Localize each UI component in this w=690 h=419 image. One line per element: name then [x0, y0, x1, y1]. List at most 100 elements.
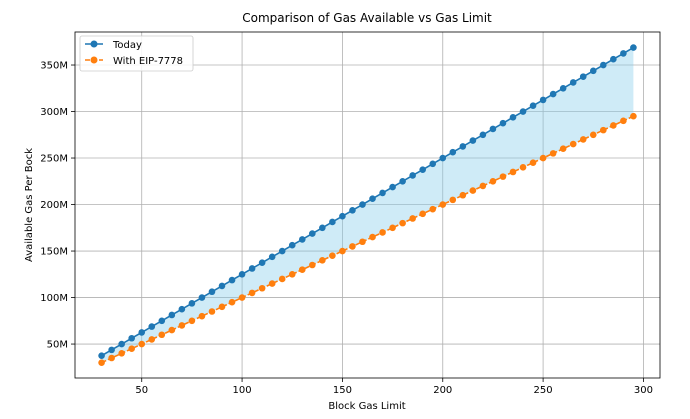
data-point-eip-7778	[529, 159, 537, 166]
data-point-eip-7778	[178, 322, 186, 329]
x-tick-label: 200	[433, 385, 452, 396]
data-point-today	[379, 189, 386, 197]
legend-today-label: Today	[112, 40, 142, 51]
data-point-eip-7778	[158, 331, 166, 339]
data-point-eip-7778	[369, 233, 376, 241]
y-axis-label: Available Gas Per Bock	[24, 148, 35, 262]
data-point-eip-7778	[228, 298, 236, 306]
y-tick-label: 50M	[47, 340, 68, 351]
data-point-today	[429, 160, 437, 168]
data-point-today	[389, 183, 396, 191]
data-point-eip-7778	[319, 257, 326, 264]
data-point-eip-7778	[459, 191, 467, 199]
legend: Today With EIP-7778	[79, 35, 194, 72]
data-point-eip-7778	[569, 140, 577, 148]
data-point-today	[108, 346, 115, 354]
fill-between-polygon	[101, 47, 634, 363]
data-point-today	[298, 236, 306, 243]
data-point-eip-7778	[208, 308, 216, 315]
data-point-eip-7778	[519, 164, 527, 171]
data-point-eip-7778	[339, 247, 346, 255]
data-point-today	[329, 218, 336, 226]
data-point-today	[439, 154, 447, 162]
y-tick-label: 100M	[40, 293, 68, 304]
legend-eip-label: With EIP-7778	[113, 56, 183, 67]
data-point-today	[499, 119, 507, 127]
data-point-eip-7778	[298, 266, 306, 273]
data-point-today	[539, 96, 547, 104]
data-point-eip-7778	[349, 243, 356, 250]
data-point-eip-7778	[168, 326, 176, 334]
data-point-eip-7778	[630, 112, 637, 120]
data-point-today	[128, 334, 135, 342]
data-point-eip-7778	[258, 284, 266, 292]
data-point-today	[549, 90, 557, 98]
legend-eip-marker	[90, 56, 98, 64]
y-tick-label: 250M	[40, 154, 68, 165]
data-point-today	[489, 125, 497, 133]
data-point-today	[600, 61, 607, 69]
data-point-eip-7778	[449, 196, 457, 204]
data-point-today	[188, 300, 196, 307]
data-point-today	[258, 259, 266, 266]
data-point-today	[630, 44, 637, 51]
series-layer	[98, 44, 637, 366]
data-point-today	[459, 143, 467, 150]
data-point-eip-7778	[359, 238, 366, 246]
y-tick-label: 300M	[40, 107, 68, 118]
data-point-today	[559, 84, 567, 92]
x-tick-label: 100	[233, 385, 252, 396]
data-point-eip-7778	[218, 303, 226, 311]
data-point-eip-7778	[610, 122, 617, 129]
data-point-eip-7778	[509, 168, 517, 176]
data-point-eip-7778	[559, 145, 567, 153]
data-point-today	[620, 50, 627, 57]
data-point-eip-7778	[98, 359, 105, 366]
data-point-today	[98, 352, 105, 359]
data-point-eip-7778	[379, 229, 386, 236]
data-point-today	[198, 294, 206, 301]
data-point-eip-7778	[329, 252, 336, 259]
data-point-eip-7778	[539, 154, 547, 162]
data-point-today	[399, 177, 406, 185]
data-point-today	[168, 311, 176, 319]
x-tick-label: 50	[135, 385, 148, 396]
data-point-today	[218, 282, 226, 290]
data-point-today	[419, 166, 426, 173]
data-point-today	[610, 55, 617, 63]
data-point-today	[579, 73, 587, 80]
data-point-eip-7778	[278, 275, 286, 283]
data-point-eip-7778	[409, 215, 416, 222]
data-point-today	[268, 253, 276, 261]
data-point-eip-7778	[148, 336, 156, 343]
legend-today-marker	[90, 40, 98, 48]
data-point-eip-7778	[549, 150, 557, 157]
data-point-eip-7778	[439, 201, 447, 208]
x-axis-label: Block Gas Limit	[328, 401, 405, 412]
x-tick-label: 300	[634, 385, 653, 396]
data-point-today	[589, 67, 597, 75]
data-point-today	[569, 79, 577, 86]
data-point-eip-7778	[399, 219, 406, 227]
data-point-today	[319, 224, 326, 232]
data-point-eip-7778	[479, 182, 487, 190]
chart-title: Comparison of Gas Available vs Gas Limit	[242, 11, 492, 25]
data-point-eip-7778	[138, 340, 146, 348]
data-point-today	[339, 212, 346, 220]
data-point-today	[238, 270, 246, 278]
data-point-eip-7778	[288, 270, 296, 278]
data-point-eip-7778	[238, 294, 246, 301]
data-point-eip-7778	[309, 261, 316, 269]
fill-between-area	[101, 47, 634, 363]
data-point-eip-7778	[389, 224, 396, 232]
data-point-eip-7778	[589, 131, 597, 139]
data-point-today	[509, 114, 517, 121]
data-point-eip-7778	[579, 136, 587, 143]
data-point-eip-7778	[128, 345, 135, 353]
data-point-today	[118, 340, 125, 348]
data-point-eip-7778	[499, 173, 507, 180]
x-tick-label: 150	[333, 385, 352, 396]
data-point-eip-7778	[118, 350, 125, 357]
data-point-eip-7778	[198, 312, 206, 320]
